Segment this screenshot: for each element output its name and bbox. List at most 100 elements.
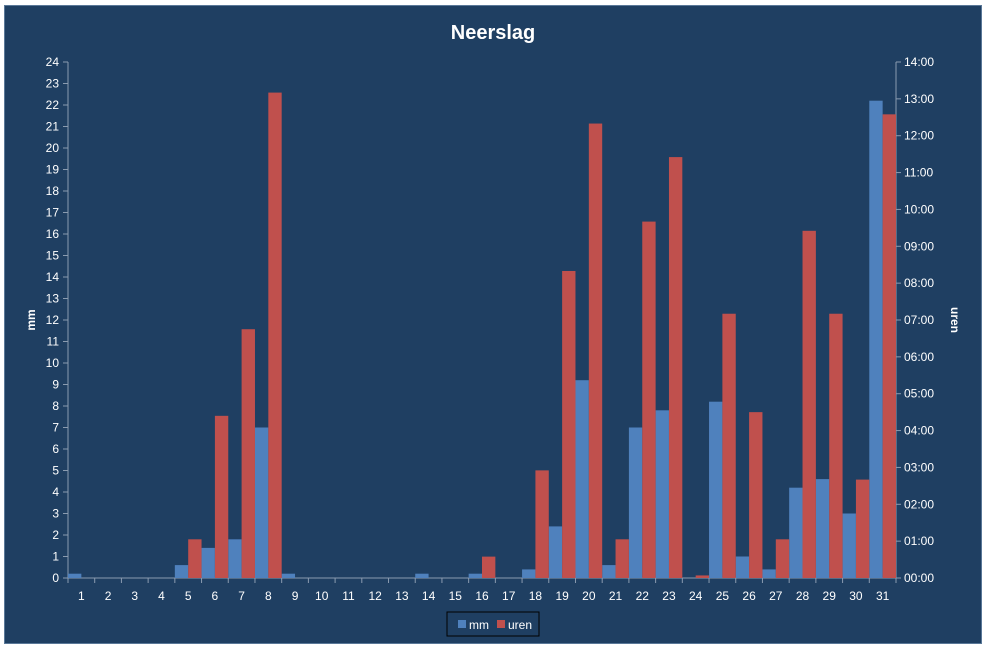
right-tick-label: 14:00 (904, 55, 934, 69)
bar-mm (762, 569, 776, 578)
bar-uren (855, 479, 870, 578)
x-tick-label: 11 (342, 589, 355, 603)
right-tick-label: 09:00 (904, 239, 934, 253)
legend-swatch-uren (497, 620, 505, 628)
left-axis-label: mm (24, 309, 38, 330)
left-tick-label: 8 (52, 399, 59, 413)
bar-uren (268, 92, 282, 578)
x-tick-label: 9 (292, 589, 299, 603)
left-tick-label: 11 (47, 335, 60, 349)
x-axis-ticks: 1 2 3 4 5 6 7 8 9 10 11 12 13 14 15 16 17 18 19 20 21 22 23 24 2… (67, 578, 897, 603)
left-tick-label: 2 (52, 528, 59, 542)
left-tick-label: 24 (46, 55, 60, 69)
right-tick-label: 00:00 (904, 571, 934, 585)
x-tick-label: 27 (769, 589, 783, 603)
left-tick-label: 14 (46, 270, 60, 284)
right-tick-label: 11:00 (904, 166, 933, 180)
legend-label-mm: mm (469, 618, 489, 632)
right-axis-ticks: 00:00 01:00 02:00 03:00 04:00 05:00 06:00 07:00… (896, 55, 934, 585)
x-tick-label: 25 (716, 589, 730, 603)
bar-uren (695, 575, 710, 578)
bar-mm (575, 380, 589, 578)
left-tick-label: 6 (52, 442, 59, 456)
left-tick-label: 1 (52, 550, 59, 564)
bar-uren (241, 329, 255, 578)
bar-mm (174, 565, 189, 578)
bar-mm (415, 573, 429, 578)
right-tick-label: 13:00 (904, 92, 934, 106)
bar-mm (842, 513, 856, 578)
bar-mm (735, 556, 750, 578)
left-tick-label: 15 (46, 249, 60, 263)
legend-label-uren: uren (508, 618, 532, 632)
left-tick-label: 20 (46, 141, 60, 155)
x-tick-label: 29 (823, 589, 837, 603)
x-tick-label: 10 (315, 589, 329, 603)
bar-uren (775, 539, 790, 578)
left-tick-label: 7 (52, 421, 59, 435)
x-tick-label: 17 (502, 589, 516, 603)
bar-mm (869, 100, 883, 578)
bar-uren (562, 270, 576, 578)
axes (67, 62, 897, 579)
x-tick-label: 12 (368, 589, 382, 603)
bar-uren (588, 123, 603, 579)
x-tick-label: 4 (158, 589, 165, 603)
left-tick-label: 9 (52, 378, 59, 392)
bar-uren (214, 415, 229, 578)
left-tick-label: 16 (46, 227, 60, 241)
x-tick-label: 30 (849, 589, 863, 603)
bar-mm (602, 565, 616, 578)
x-tick-label: 15 (449, 589, 463, 603)
x-tick-label: 13 (395, 589, 409, 603)
bar-mm (548, 526, 563, 578)
x-tick-label: 6 (212, 589, 219, 603)
bar-mm (468, 573, 482, 578)
right-tick-label: 06:00 (904, 350, 934, 364)
bar-uren (535, 470, 549, 578)
right-tick-label: 07:00 (904, 313, 934, 327)
bar-uren (642, 221, 656, 578)
bar-uren (722, 313, 736, 578)
right-tick-label: 10:00 (904, 202, 934, 216)
right-tick-label: 08:00 (904, 276, 934, 290)
x-tick-label: 31 (876, 589, 890, 603)
bar-uren (188, 539, 202, 578)
right-tick-label: 03:00 (904, 460, 934, 474)
x-tick-label: 7 (238, 589, 245, 603)
bar-mm (201, 547, 215, 578)
x-tick-label: 23 (662, 589, 676, 603)
bar-mm (228, 539, 242, 578)
bar-mm (522, 569, 536, 578)
x-tick-label: 21 (609, 589, 623, 603)
bar-uren (802, 230, 816, 578)
bar-uren (482, 556, 496, 578)
bar-mm (815, 479, 830, 578)
left-tick-label: 12 (46, 313, 60, 327)
left-tick-label: 17 (46, 206, 60, 220)
bar-uren (829, 313, 843, 578)
right-tick-label: 12:00 (904, 129, 934, 143)
x-tick-label: 18 (529, 589, 543, 603)
right-tick-label: 05:00 (904, 387, 934, 401)
x-tick-label: 14 (422, 589, 436, 603)
left-tick-label: 10 (46, 356, 60, 370)
x-tick-label: 8 (265, 589, 272, 603)
left-tick-label: 18 (46, 184, 60, 198)
left-tick-label: 21 (46, 120, 60, 134)
bar-mm (281, 573, 296, 578)
x-tick-label: 24 (689, 589, 703, 603)
left-tick-label: 5 (52, 464, 59, 478)
bar-mm (68, 573, 82, 578)
right-tick-label: 01:00 (904, 534, 934, 548)
left-tick-label: 23 (46, 77, 60, 91)
x-tick-label: 22 (636, 589, 650, 603)
bars (68, 92, 896, 579)
bar-mm (655, 410, 669, 578)
right-axis-label: uren (948, 307, 962, 333)
left-tick-label: 22 (46, 98, 60, 112)
bar-mm (254, 427, 269, 578)
legend-swatch-mm (458, 620, 466, 628)
